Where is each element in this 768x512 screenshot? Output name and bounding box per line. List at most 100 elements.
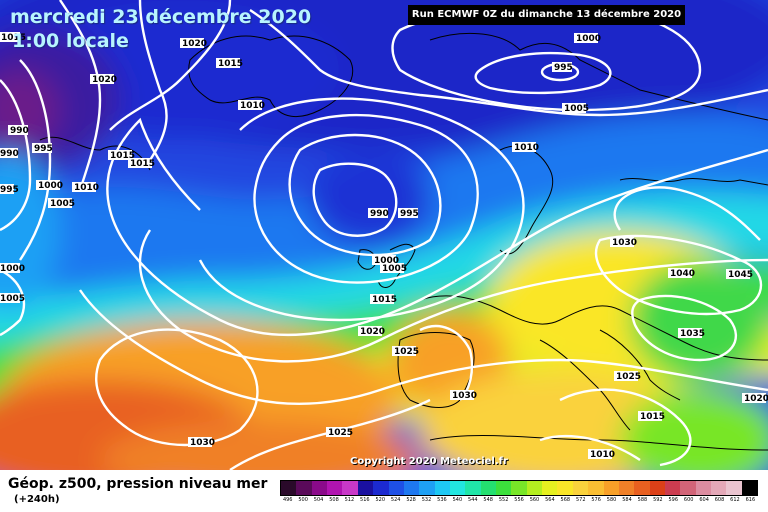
isobar-label: 990 xyxy=(8,125,29,136)
scale-tick-label: 512 xyxy=(344,497,355,503)
isobar-label: 1020 xyxy=(358,326,385,337)
isobar-label: 1045 xyxy=(726,269,753,280)
isobar-label: 1015 xyxy=(370,294,397,305)
svg-text:1025: 1025 xyxy=(616,372,641,382)
scale-tick-label: 528 xyxy=(406,497,416,503)
svg-text:1020: 1020 xyxy=(92,75,117,85)
svg-text:1000: 1000 xyxy=(38,181,63,191)
legend-panel: Géop. z500, pression niveau mer (+240h) … xyxy=(0,470,768,512)
isobar-label: 1025 xyxy=(326,427,353,438)
isobar-label: 1035 xyxy=(678,328,705,339)
scale-tick-label: 520 xyxy=(375,497,386,503)
svg-text:990: 990 xyxy=(10,126,29,136)
svg-text:1020: 1020 xyxy=(360,327,385,337)
isobar-label: 1010 xyxy=(512,142,539,153)
scale-swatch xyxy=(434,481,450,495)
scale-tick-label: 600 xyxy=(683,497,694,503)
scale-tick-label: 592 xyxy=(653,497,663,503)
scale-swatch xyxy=(357,481,374,495)
scale-tick-label: 548 xyxy=(483,497,493,503)
svg-text:1000: 1000 xyxy=(0,264,25,274)
scale-tick-label: 584 xyxy=(622,497,632,503)
isobar-label: 995 xyxy=(32,143,53,154)
isobar-label: 990 xyxy=(0,148,19,159)
isobar-label: 1000 xyxy=(0,263,25,274)
scale-swatch xyxy=(634,481,650,495)
isobar-label: 1020 xyxy=(90,74,117,85)
svg-text:1015: 1015 xyxy=(640,412,665,422)
svg-text:995: 995 xyxy=(0,185,19,195)
color-scale-bar xyxy=(280,480,758,496)
isobar-label: 1040 xyxy=(668,268,695,279)
svg-text:1010: 1010 xyxy=(240,101,265,111)
svg-text:1010: 1010 xyxy=(514,143,539,153)
isobar-label: 1015 xyxy=(0,32,26,43)
svg-text:1010: 1010 xyxy=(74,183,99,193)
scale-swatch xyxy=(526,481,543,495)
isobar-label: 1010 xyxy=(238,100,265,111)
scale-swatch xyxy=(695,481,712,495)
scale-tick-label: 536 xyxy=(437,497,447,503)
scale-swatch xyxy=(296,481,312,495)
svg-text:1025: 1025 xyxy=(394,347,419,357)
isobar-label: 1020 xyxy=(742,393,768,404)
scale-swatch xyxy=(449,481,466,495)
isobar-label: 1015 xyxy=(638,411,665,422)
svg-text:1030: 1030 xyxy=(190,438,215,448)
isobar-label: 1005 xyxy=(562,103,589,114)
scale-swatch xyxy=(388,481,404,495)
scale-tick-label: 568 xyxy=(560,497,571,503)
svg-text:1040: 1040 xyxy=(670,269,695,279)
svg-text:1005: 1005 xyxy=(50,199,75,209)
scale-tick-label: 532 xyxy=(421,497,432,503)
svg-text:1015: 1015 xyxy=(130,159,155,169)
svg-text:995: 995 xyxy=(34,144,53,154)
svg-text:1020: 1020 xyxy=(182,39,207,49)
svg-text:1045: 1045 xyxy=(728,270,753,280)
svg-text:1020: 1020 xyxy=(744,394,768,404)
scale-tick-label: 556 xyxy=(514,497,524,503)
scale-tick-label: 588 xyxy=(637,497,648,503)
scale-swatch xyxy=(403,481,420,495)
legend-title: Géop. z500, pression niveau mer xyxy=(8,476,268,492)
scale-tick-label: 508 xyxy=(329,497,339,503)
svg-text:1005: 1005 xyxy=(0,294,25,304)
scale-swatch xyxy=(465,481,481,495)
scale-tick-label: 580 xyxy=(606,497,617,503)
scale-tick-label: 560 xyxy=(529,497,540,503)
scale-tick-label: 516 xyxy=(360,497,370,503)
svg-text:1030: 1030 xyxy=(452,391,477,401)
svg-text:1010: 1010 xyxy=(590,450,615,460)
scale-swatch xyxy=(542,481,558,495)
scale-swatch xyxy=(711,481,727,495)
scale-tick-label: 596 xyxy=(668,497,679,503)
isobars xyxy=(0,0,768,470)
scale-swatch xyxy=(664,481,681,495)
copyright-text: Copyright 2020 Meteociel.fr xyxy=(350,456,508,467)
scale-swatch xyxy=(649,481,665,495)
isobar-label: 1030 xyxy=(610,237,637,248)
svg-text:1005: 1005 xyxy=(564,104,589,114)
isobar-label: 1000 xyxy=(372,255,399,266)
isobar-label: 1010 xyxy=(588,449,615,460)
legend-subtitle: (+240h) xyxy=(14,494,60,505)
svg-text:990: 990 xyxy=(0,149,19,159)
color-scale: 496 500 504 508 512 516 520 524 528 532 536 540 544 5… xyxy=(280,480,758,503)
svg-text:1000: 1000 xyxy=(576,34,601,44)
scale-tick-label: 552 xyxy=(498,497,509,503)
svg-text:1015: 1015 xyxy=(110,151,135,161)
scale-tick-label: 540 xyxy=(452,497,463,503)
scale-swatch xyxy=(373,481,389,495)
scale-swatch xyxy=(327,481,343,495)
scale-swatch xyxy=(618,481,635,495)
svg-text:1025: 1025 xyxy=(328,428,353,438)
isobar-label: 1030 xyxy=(188,437,215,448)
forecast-time: 1:00 locale xyxy=(12,30,129,52)
scale-tick-label: 576 xyxy=(591,497,601,503)
scale-tick-label: 500 xyxy=(298,497,308,503)
scale-swatch xyxy=(511,481,527,495)
scale-swatch xyxy=(281,481,297,495)
isobar-label: 995 xyxy=(0,184,19,195)
scale-swatch xyxy=(741,481,758,495)
